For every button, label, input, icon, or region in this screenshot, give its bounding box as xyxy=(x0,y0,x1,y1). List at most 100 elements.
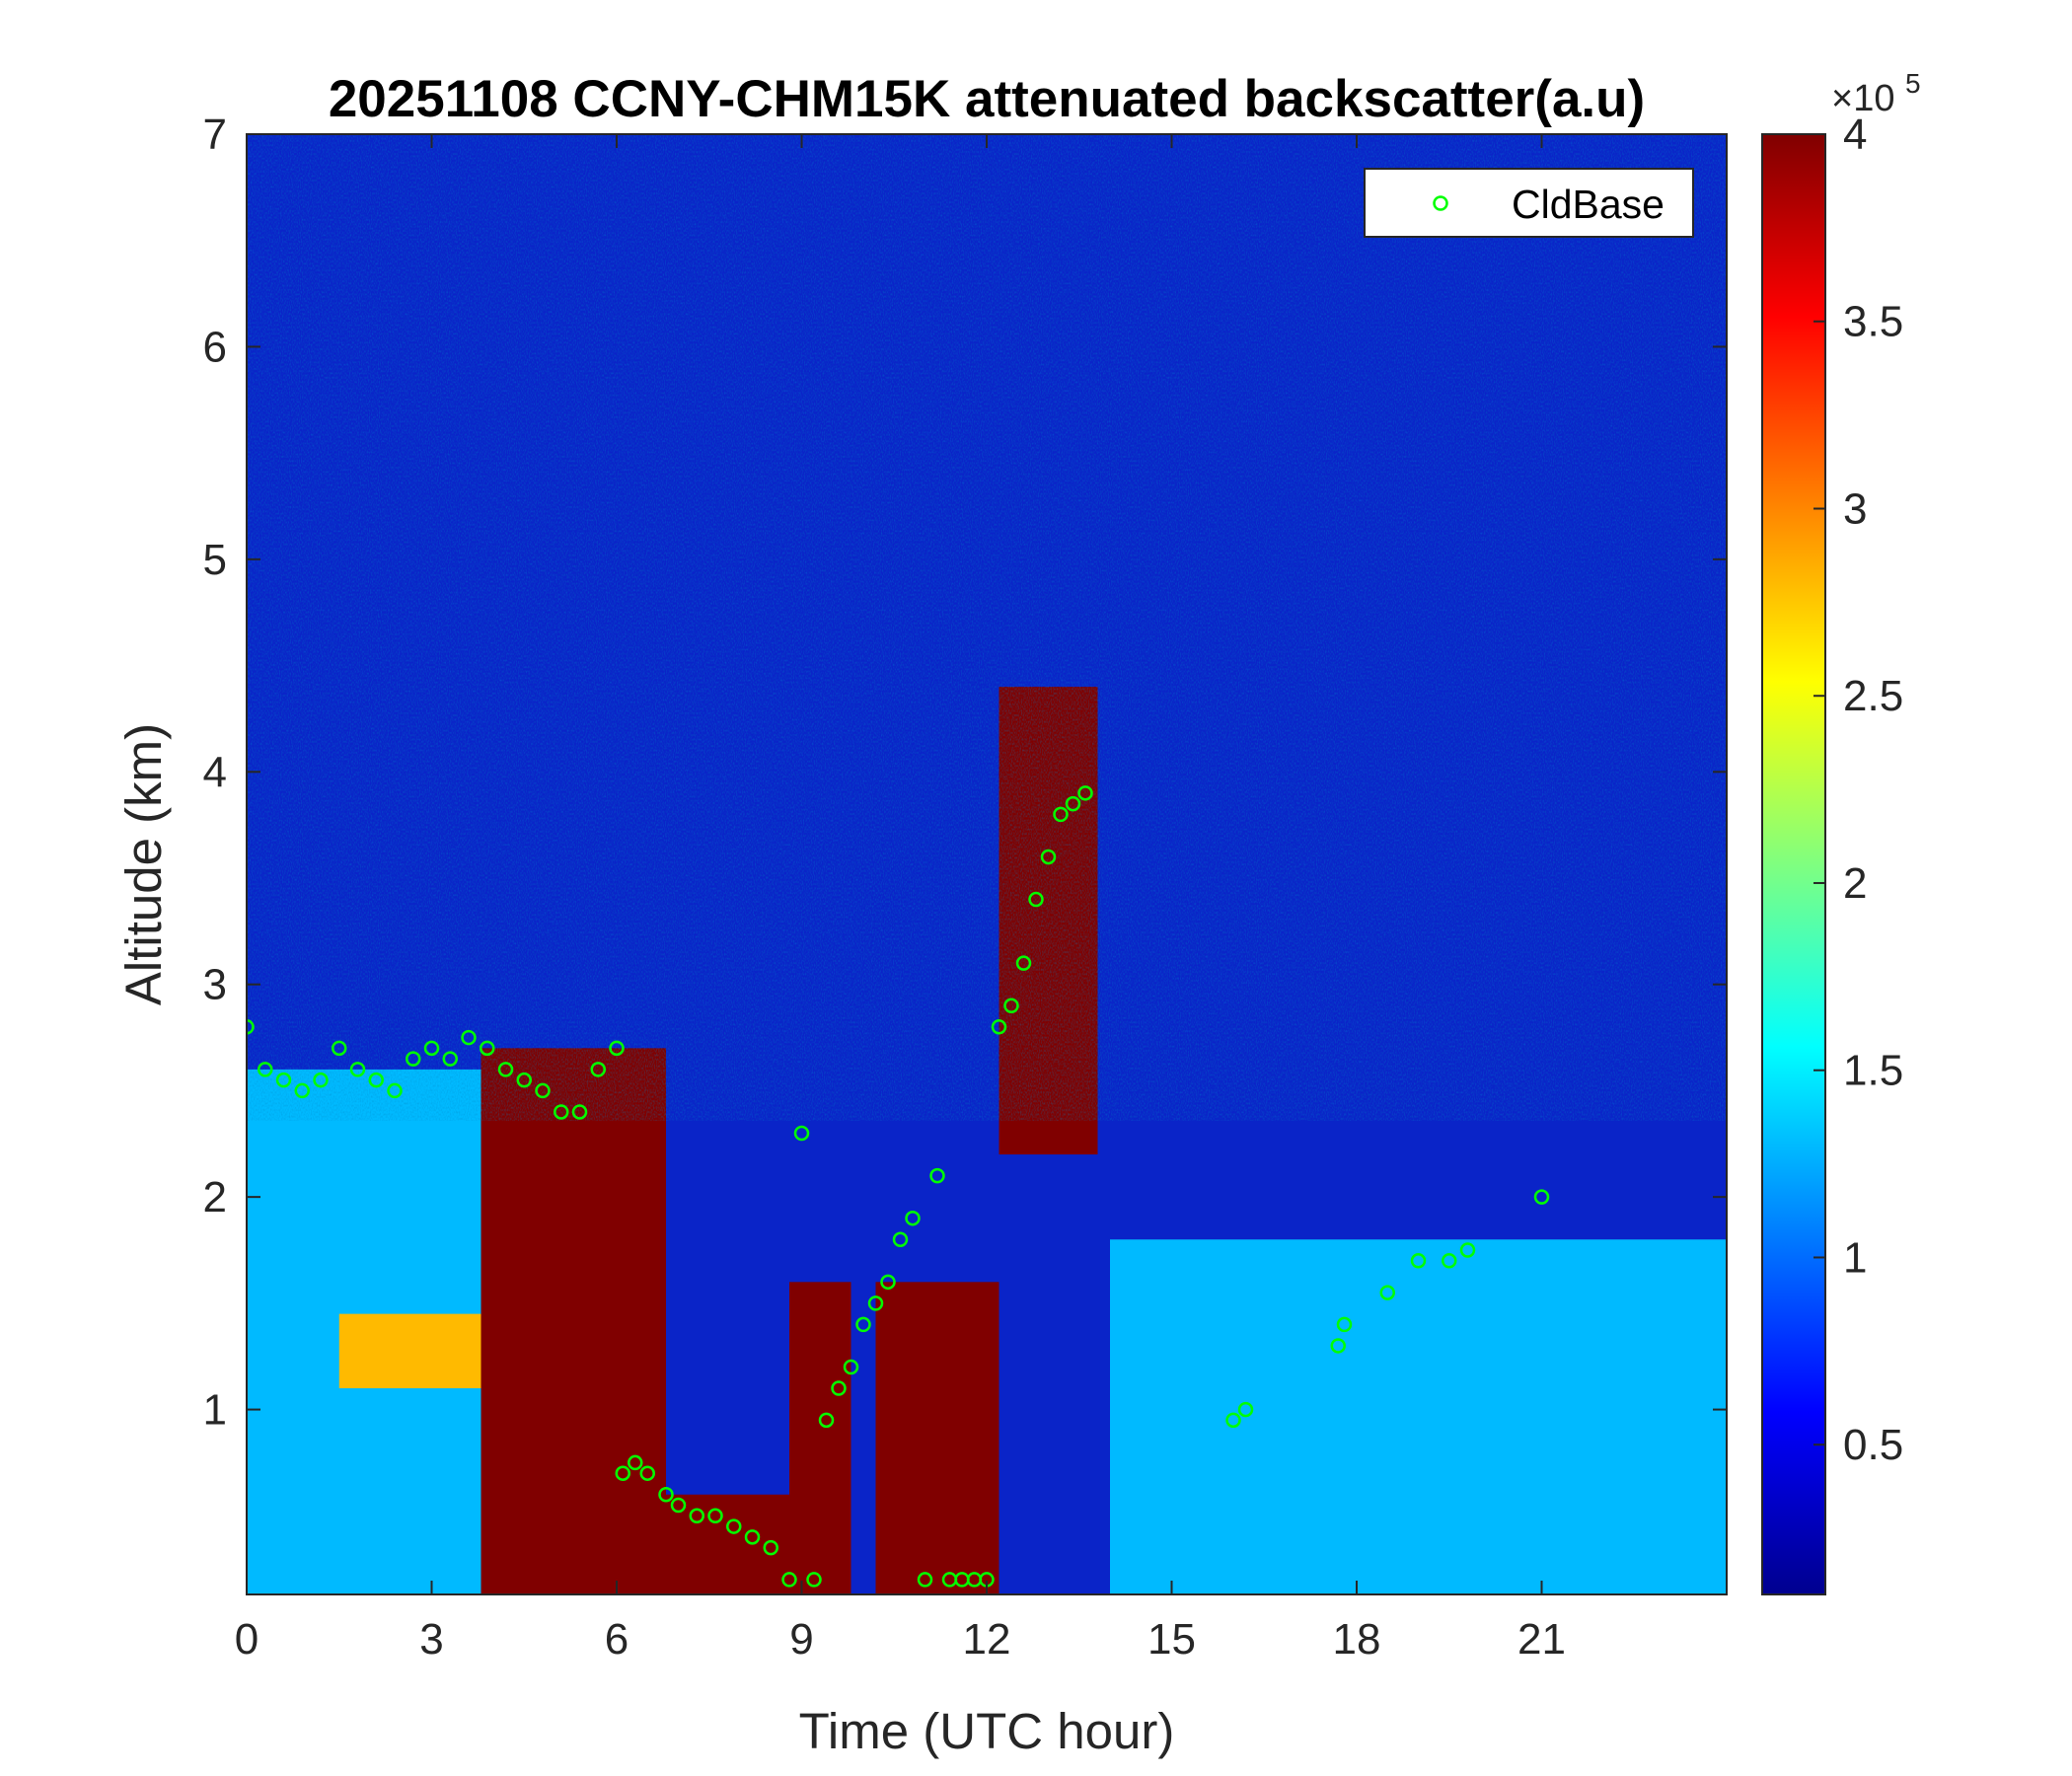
x-tick-label: 12 xyxy=(963,1615,1011,1664)
cloud-base-point xyxy=(1077,785,1093,801)
cloud-base-point xyxy=(744,1529,761,1545)
cloud-base-point xyxy=(294,1082,310,1099)
cloud-base-point xyxy=(855,1316,871,1333)
colorbar-tick-label: 4 xyxy=(1843,111,1867,159)
cloud-base-point xyxy=(571,1104,588,1120)
cloud-base-point xyxy=(689,1508,704,1524)
y-tick-label: 4 xyxy=(203,748,227,796)
cloud-base-point xyxy=(332,1040,347,1057)
x-tick-label: 0 xyxy=(235,1615,259,1664)
cloud-base-point xyxy=(781,1572,797,1588)
y-tick-label: 7 xyxy=(203,111,227,159)
cloud-base-point xyxy=(843,1359,859,1375)
x-axis-label: Time (UTC hour) xyxy=(799,1703,1175,1759)
cloud-base-point xyxy=(1053,806,1069,823)
cloud-base-point xyxy=(516,1072,532,1088)
cloud-base-point xyxy=(368,1072,384,1088)
backscatter-region xyxy=(1110,1239,1727,1594)
y-tick-label: 3 xyxy=(203,961,227,1009)
x-tick-label: 3 xyxy=(419,1615,443,1664)
backscatter-region xyxy=(481,1048,666,1594)
y-tick-label: 1 xyxy=(203,1386,227,1435)
colorbar-gradient xyxy=(1761,133,1826,1595)
cloud-base-point xyxy=(763,1539,778,1556)
colorbar-tick-label: 2.5 xyxy=(1843,672,1903,720)
cloud-base-point xyxy=(929,1167,945,1184)
y-tick-label: 5 xyxy=(203,536,227,584)
cloud-base-point xyxy=(1410,1253,1427,1269)
cloud-base-point xyxy=(892,1231,909,1247)
cloud-base-point xyxy=(1065,795,1081,812)
cloud-base-point xyxy=(535,1082,551,1099)
cloud-base-point xyxy=(1459,1242,1476,1258)
cloud-base-point xyxy=(615,1465,630,1481)
cloud-base-point xyxy=(639,1465,655,1481)
colorbar-tick-label: 0.5 xyxy=(1843,1421,1903,1469)
cloud-base-point xyxy=(313,1072,329,1088)
cloud-base-point xyxy=(793,1125,810,1142)
plot-area xyxy=(247,134,1727,1594)
cloud-base-point xyxy=(670,1497,687,1514)
cloud-base-point xyxy=(480,1040,495,1057)
cloud-base-point xyxy=(831,1380,847,1396)
cloud-base-point xyxy=(387,1082,403,1099)
cloud-base-point xyxy=(1336,1316,1353,1333)
legend: CldBase xyxy=(1364,168,1694,238)
colorbar-tick-label: 1 xyxy=(1843,1233,1867,1282)
x-tick-label: 6 xyxy=(605,1615,629,1664)
backscatter-region xyxy=(789,1282,851,1594)
cloud-base-point xyxy=(1015,955,1032,971)
colorbar-tick-label: 3 xyxy=(1843,484,1867,533)
colorbar-exponent-power: 5 xyxy=(1905,68,1921,99)
colorbar-tick-label: 3.5 xyxy=(1843,298,1903,346)
x-tick-label: 21 xyxy=(1517,1615,1566,1664)
colorbar-tick-label: 1.5 xyxy=(1843,1047,1903,1095)
cloud-base-point xyxy=(609,1040,625,1057)
y-tick-label: 6 xyxy=(203,323,227,371)
cloud-base-point xyxy=(554,1104,569,1120)
cloud-base-series xyxy=(247,785,1550,1588)
cloud-base-point xyxy=(1040,849,1057,865)
cloud-base-point xyxy=(1533,1189,1550,1205)
cloud-base-point xyxy=(1442,1253,1457,1269)
backscatter-region xyxy=(875,1282,999,1594)
legend-entry: CldBase xyxy=(1512,182,1665,227)
cloud-base-point xyxy=(917,1572,933,1588)
cloud-base-point xyxy=(806,1572,822,1588)
cloud-base-point xyxy=(497,1062,514,1077)
cloud-base-point xyxy=(247,1019,255,1035)
colorbar-exponent-base: ×10 xyxy=(1831,78,1894,119)
cloud-base-point xyxy=(1379,1285,1395,1300)
cloud-base-point xyxy=(707,1508,723,1524)
legend-marker xyxy=(1433,195,1448,211)
cloud-base-point xyxy=(590,1062,606,1077)
y-axis-ticks: 1 2 3 4 5 6 7 xyxy=(203,111,1727,1435)
cloud-base-point xyxy=(1003,998,1019,1014)
cloud-base-point xyxy=(442,1051,458,1067)
cloud-base-point xyxy=(658,1486,674,1503)
cloud-base-point xyxy=(867,1295,884,1311)
cloud-base-point xyxy=(258,1062,273,1077)
cloud-base-point xyxy=(880,1274,896,1291)
colorbar-ticks: 0.5 1 1.5 2 2.5 3 3.5 4 xyxy=(1813,111,1903,1469)
cloud-base-point xyxy=(461,1029,477,1046)
cloud-base-point xyxy=(349,1062,366,1077)
x-axis-ticks: 0 3 6 9 12 15 18 21 xyxy=(235,134,1566,1664)
cloud-base-point xyxy=(406,1051,421,1067)
colorbar-tick-label: 2 xyxy=(1843,859,1867,908)
x-tick-label: 9 xyxy=(789,1615,813,1664)
cloud-base-point xyxy=(991,1019,1007,1035)
x-tick-label: 15 xyxy=(1147,1615,1196,1664)
x-tick-label: 18 xyxy=(1333,1615,1381,1664)
chart-title: 20251108 CCNY-CHM15K attenuated backscat… xyxy=(329,70,1645,128)
cloud-base-point xyxy=(1028,891,1044,908)
y-tick-label: 2 xyxy=(203,1173,227,1221)
cloud-base-point xyxy=(423,1040,440,1057)
colorbar: 0.5 1 1.5 2 2.5 3 3.5 4 ×10 5 xyxy=(1761,68,1921,1595)
cloud-base-point xyxy=(275,1072,292,1088)
cloud-base-point xyxy=(1225,1412,1241,1429)
legend-box xyxy=(1364,168,1694,238)
backscatter-region xyxy=(338,1313,481,1389)
noise-overlay xyxy=(247,134,1727,1121)
